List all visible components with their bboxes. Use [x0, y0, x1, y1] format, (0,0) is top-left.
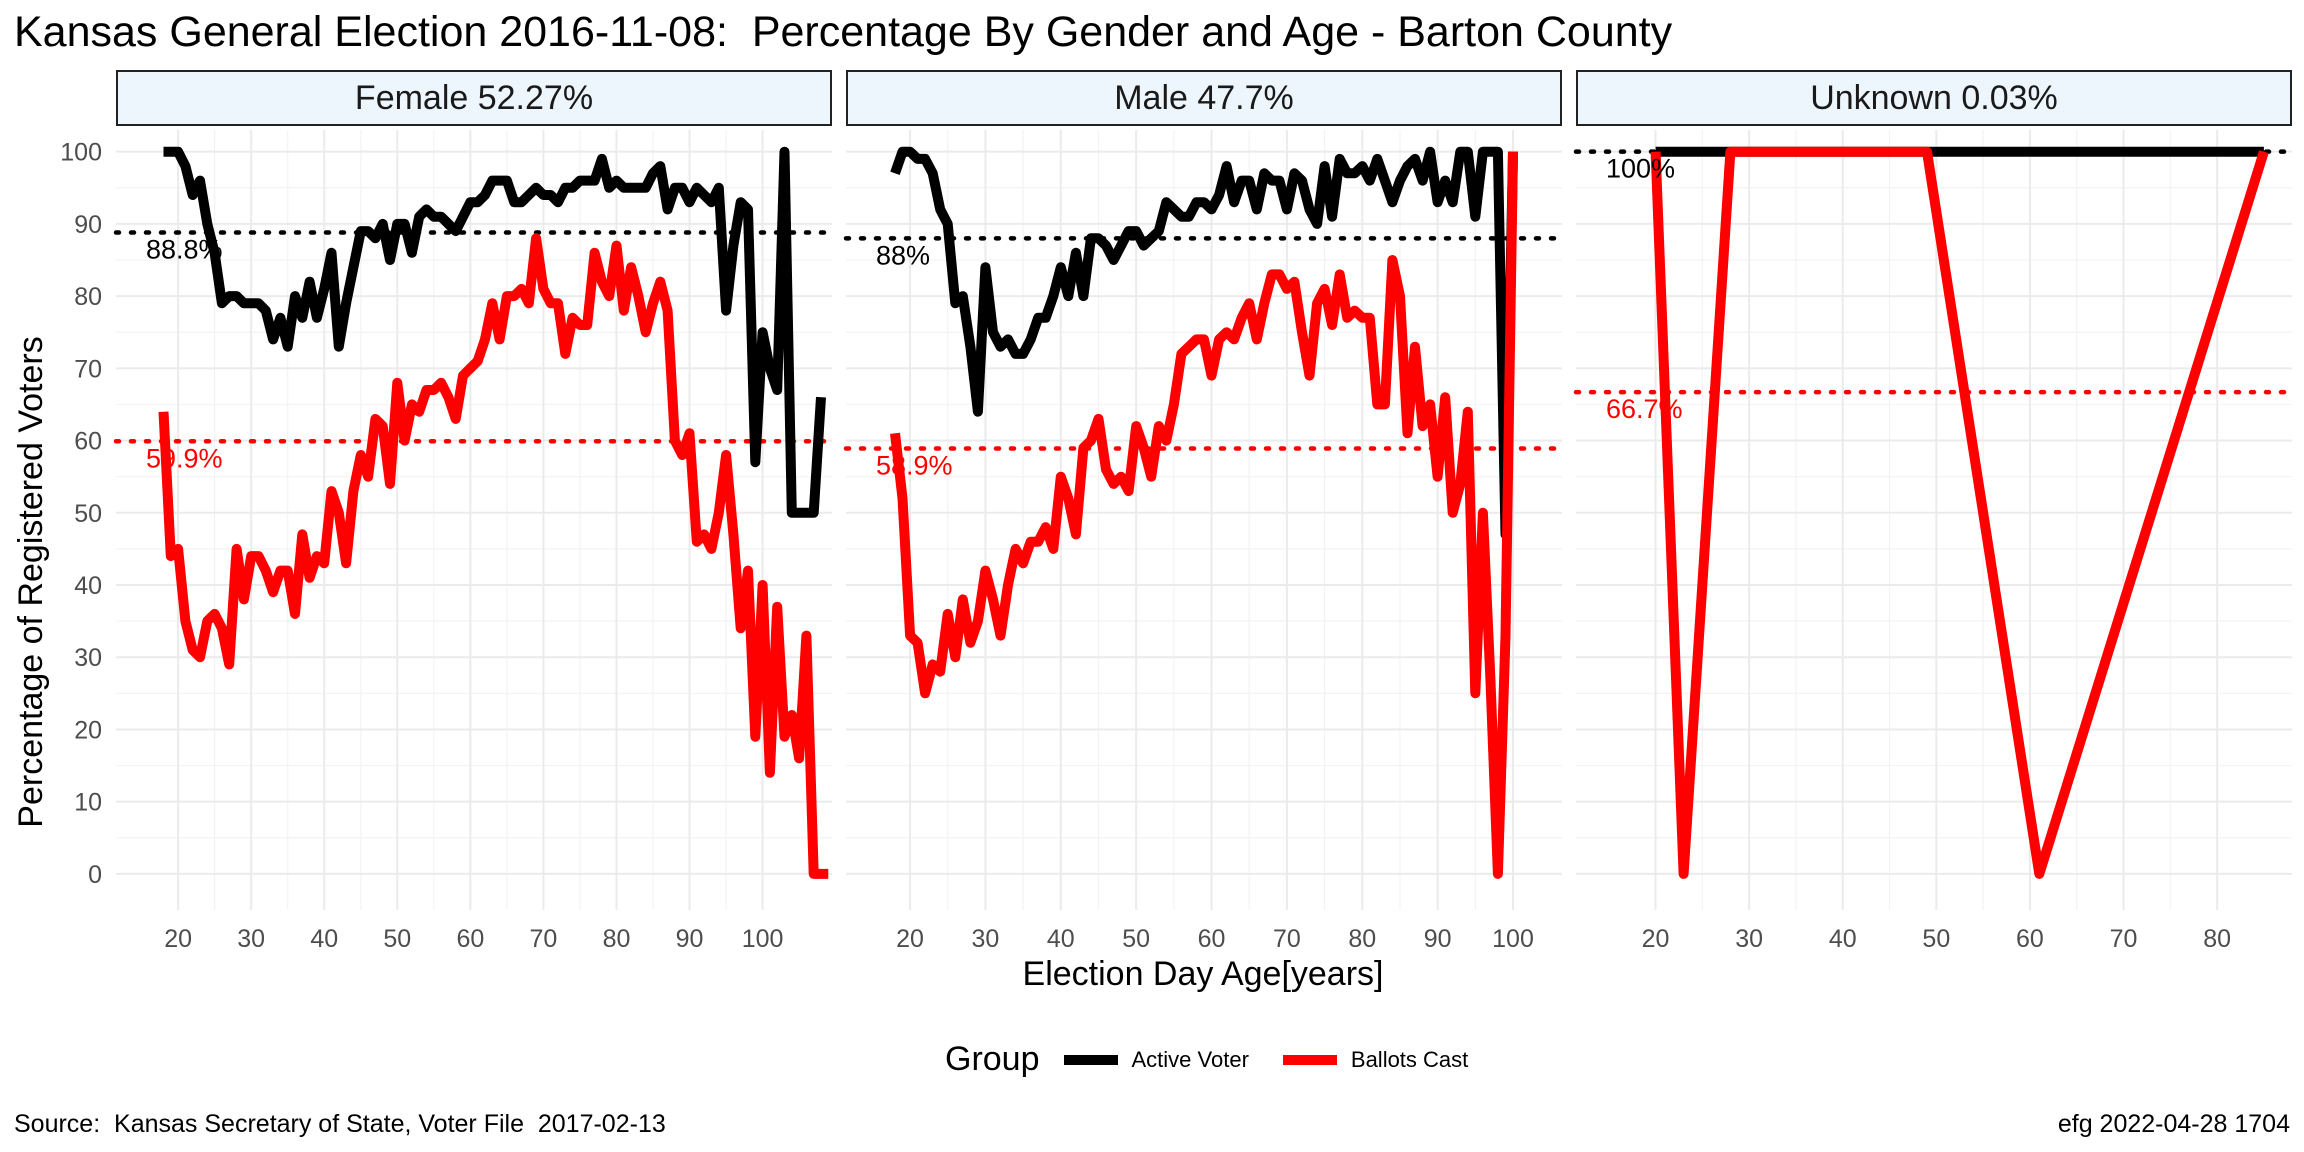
unknown-x-tick-label: 50 — [1922, 925, 1950, 953]
female-x-tick-label: 80 — [603, 925, 631, 953]
unknown-active-average-label: 100% — [1606, 154, 1675, 184]
y-tick-label: 30 — [74, 644, 102, 672]
male-x-tick-label: 30 — [972, 925, 1000, 953]
y-tick-label: 50 — [74, 500, 102, 528]
y-tick-label: 100 — [60, 139, 102, 167]
credit-caption: efg 2022-04-28 1704 — [2057, 1110, 2290, 1138]
source-caption: Source: Kansas Secretary of State, Voter… — [14, 1110, 666, 1138]
y-tick-label: 40 — [74, 572, 102, 600]
x-axis-label: Election Day Age[years] — [1023, 955, 1384, 993]
female-x-tick-label: 100 — [742, 925, 784, 953]
legend-label-active: Active Voter — [1131, 1046, 1249, 1072]
y-tick-label: 80 — [74, 283, 102, 311]
unknown-x-tick-label: 20 — [1642, 925, 1670, 953]
y-tick-label: 0 — [88, 861, 102, 889]
legend-label-ballots: Ballots Cast — [1350, 1046, 1469, 1072]
male-ballots-cast-line — [890, 151, 1518, 879]
female-x-tick-label: 90 — [676, 925, 704, 953]
unknown-x-tick-label: 40 — [1829, 925, 1857, 953]
male-x-tick-label: 20 — [896, 925, 924, 953]
chart-title: Kansas General Election 2016-11-08: Perc… — [14, 8, 1673, 56]
female-x-tick-label: 50 — [383, 925, 411, 953]
male-x-tick-label: 80 — [1348, 925, 1376, 953]
female-active-voter-line — [163, 146, 826, 518]
female-x-tick-label: 40 — [310, 925, 338, 953]
male-x-tick-label: 90 — [1424, 925, 1452, 953]
male-x-tick-label: 100 — [1492, 925, 1534, 953]
legend-title: Group — [945, 1040, 1040, 1078]
unknown-x-tick-label: 70 — [2110, 925, 2138, 953]
legend-key-ballots — [1282, 1054, 1337, 1065]
legend: Group Active Voter Ballots Cast — [945, 1040, 1502, 1079]
y-tick-label: 60 — [74, 428, 102, 456]
unknown-ballots-cast-line — [1650, 146, 2269, 879]
y-tick-label: 20 — [74, 716, 102, 744]
unknown-x-tick-label: 60 — [2016, 925, 2044, 953]
y-tick-label: 10 — [74, 789, 102, 817]
panel-strip-unknown: Unknown 0.03% — [1576, 70, 2292, 126]
female-active-average-label: 88.8% — [146, 235, 223, 265]
panel-strip-male: Male 47.7% — [846, 70, 1562, 126]
female-x-tick-label: 20 — [164, 925, 192, 953]
male-active-average-label: 88% — [876, 240, 930, 270]
unknown-x-tick-label: 80 — [2203, 925, 2231, 953]
y-tick-label: 90 — [74, 211, 102, 239]
female-x-tick-label: 60 — [456, 925, 484, 953]
y-axis-label: Percentage of Registered Voters — [12, 336, 50, 827]
unknown-ballots-average-label: 66.7% — [1606, 394, 1683, 424]
female-ballots-average-label: 59.9% — [146, 443, 223, 473]
male-x-tick-label: 50 — [1122, 925, 1150, 953]
legend-key-active — [1063, 1054, 1118, 1065]
unknown-x-tick-label: 30 — [1735, 925, 1763, 953]
female-x-tick-label: 30 — [237, 925, 265, 953]
male-x-tick-label: 70 — [1273, 925, 1301, 953]
male-x-tick-label: 60 — [1198, 925, 1226, 953]
male-ballots-average-label: 58.9% — [876, 451, 953, 481]
panel-strip-female: Female 52.27% — [116, 70, 832, 126]
male-active-voter-line — [890, 146, 1518, 540]
male-x-tick-label: 40 — [1047, 925, 1075, 953]
female-x-tick-label: 70 — [530, 925, 558, 953]
female-ballots-cast-line — [158, 233, 829, 879]
y-tick-label: 70 — [74, 355, 102, 383]
